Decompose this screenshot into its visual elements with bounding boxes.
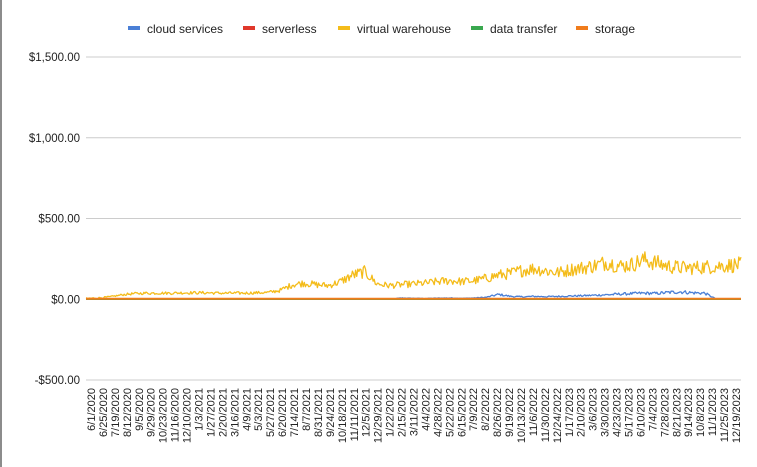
gridlines xyxy=(86,56,741,381)
x-axis-ticks: 6/1/2020 6/25/2020 7/19/2020 8/12/2020 9/5/2… xyxy=(86,388,743,443)
x-tick-label: 4/28/2022 xyxy=(432,388,444,437)
x-tick-label: 5/17/2023 xyxy=(624,388,636,437)
x-tick-label: 7/14/2021 xyxy=(289,388,301,437)
y-tick-label: $500.00 xyxy=(38,214,80,226)
x-tick-label: 8/31/2021 xyxy=(313,388,325,437)
x-tick-label: 4/4/2022 xyxy=(420,388,432,431)
y-tick-label: $0.00 xyxy=(51,294,80,306)
x-tick-label: 1/22/2022 xyxy=(385,388,397,437)
x-tick-label: 1/27/2021 xyxy=(205,388,217,437)
x-tick-label: 2/15/2022 xyxy=(397,388,409,437)
x-tick-label: 2/10/2023 xyxy=(576,388,588,437)
x-tick-label: 3/11/2022 xyxy=(409,388,421,436)
series-lines xyxy=(85,251,742,300)
legend-label: storage xyxy=(595,22,635,36)
y-tick-label: -$500.00 xyxy=(35,375,80,387)
x-tick-label: 6/20/2021 xyxy=(277,388,289,437)
legend[interactable]: cloud services serverless virtual warehous… xyxy=(128,22,635,36)
x-tick-label: 9/19/2022 xyxy=(504,388,516,437)
legend-swatch xyxy=(338,26,350,30)
x-tick-label: 12/10/2020 xyxy=(182,388,194,443)
legend-label: cloud services xyxy=(147,22,223,36)
x-tick-label: 8/21/2023 xyxy=(671,388,683,437)
x-tick-label: 11/6/2022 xyxy=(528,388,540,436)
legend-item-cloud-services[interactable]: cloud services xyxy=(128,22,223,36)
x-tick-label: 11/25/2023 xyxy=(719,388,731,442)
x-tick-label: 1/3/2021 xyxy=(194,388,206,431)
x-tick-label: 7/19/2020 xyxy=(110,388,122,437)
x-tick-label: 3/16/2021 xyxy=(229,388,241,437)
x-tick-label: 10/18/2021 xyxy=(337,388,349,443)
x-tick-label: 12/24/2022 xyxy=(552,388,564,443)
y-axis-ticks: $1,500.00 $1,000.00 $500.00 $0.00 -$500.00 xyxy=(29,52,80,387)
legend-label: data transfer xyxy=(490,22,557,36)
x-tick-label: 4/9/2021 xyxy=(241,388,253,431)
legend-swatch xyxy=(471,26,483,30)
x-tick-label: 10/13/2022 xyxy=(516,388,528,443)
x-tick-label: 11/30/2022 xyxy=(540,388,552,442)
x-tick-label: 5/27/2021 xyxy=(265,388,277,437)
y-tick-label: $1,000.00 xyxy=(29,133,80,145)
x-tick-label: 12/5/2021 xyxy=(361,388,373,437)
x-tick-label: 6/1/2020 xyxy=(86,388,98,431)
x-tick-label: 3/6/2023 xyxy=(588,388,600,431)
x-tick-label: 9/29/2020 xyxy=(146,388,158,437)
x-tick-label: 11/11/2021 xyxy=(349,388,361,441)
y-tick-label: $1,500.00 xyxy=(29,52,80,64)
x-tick-label: 1/17/2023 xyxy=(564,388,576,437)
x-tick-label: 7/4/2023 xyxy=(647,388,659,431)
legend-swatch xyxy=(128,26,140,30)
x-tick-label: 6/25/2020 xyxy=(98,388,110,437)
x-tick-label: 7/9/2022 xyxy=(468,388,480,431)
x-tick-label: 6/15/2022 xyxy=(456,388,468,437)
legend-item-serverless[interactable]: serverless xyxy=(243,22,317,36)
legend-label: serverless xyxy=(262,22,317,36)
x-tick-label: 4/23/2023 xyxy=(612,388,624,437)
x-tick-label: 9/5/2020 xyxy=(134,388,146,431)
x-tick-label: 9/14/2023 xyxy=(683,388,695,437)
x-tick-label: 11/1/2023 xyxy=(707,388,719,436)
x-tick-label: 5/22/2022 xyxy=(444,388,456,437)
x-tick-label: 10/8/2023 xyxy=(695,388,707,437)
x-tick-label: 3/30/2023 xyxy=(600,388,612,437)
x-tick-label: 2/20/2021 xyxy=(217,388,229,437)
x-tick-label: 7/28/2023 xyxy=(659,388,671,437)
x-tick-label: 9/24/2021 xyxy=(325,388,337,437)
x-tick-label: 8/2/2022 xyxy=(480,388,492,431)
legend-swatch xyxy=(243,26,255,30)
x-tick-label: 8/12/2020 xyxy=(122,388,134,437)
x-tick-label: 12/19/2023 xyxy=(731,388,743,443)
legend-item-virtual-warehouse[interactable]: virtual warehouse xyxy=(338,22,451,36)
x-tick-label: 8/7/2021 xyxy=(301,388,313,431)
legend-item-data-transfer[interactable]: data transfer xyxy=(471,22,557,36)
legend-swatch xyxy=(576,26,588,30)
x-tick-label: 6/10/2023 xyxy=(635,388,647,437)
x-tick-label: 11/16/2020 xyxy=(170,388,182,442)
x-tick-label: 8/26/2022 xyxy=(492,388,504,437)
x-tick-label: 5/3/2021 xyxy=(253,388,265,431)
x-tick-label: 12/29/2021 xyxy=(373,388,385,443)
legend-label: virtual warehouse xyxy=(357,22,451,36)
series-line-virtual-warehouse xyxy=(85,251,742,300)
legend-item-storage[interactable]: storage xyxy=(576,22,635,36)
x-tick-label: 10/23/2020 xyxy=(158,388,170,443)
